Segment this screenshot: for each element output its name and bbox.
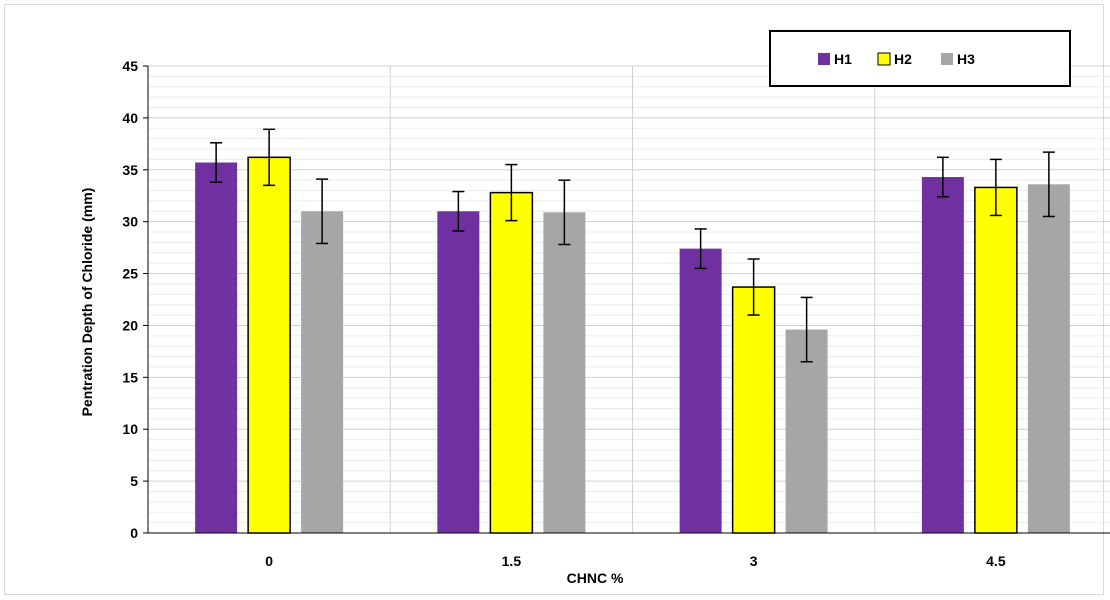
error-bar-h2-1_5 <box>505 163 518 222</box>
bar-h3-3 <box>785 329 828 533</box>
bar-h2-0 <box>247 156 291 534</box>
x-tick-label: 4.5 <box>986 553 1006 569</box>
grid-lines <box>148 65 1110 533</box>
y-tick-label: 0 <box>130 525 138 541</box>
y-tick-label: 45 <box>122 58 138 74</box>
y-tick-label: 25 <box>122 266 138 282</box>
legend-swatch-h1 <box>818 53 830 65</box>
legend: H1 H2 H3 <box>769 30 1071 87</box>
bar-h2-4_5 <box>974 186 1018 534</box>
y-tick-label: 30 <box>122 214 138 230</box>
error-bar-h3-1_5 <box>558 179 571 246</box>
legend-swatch-h2 <box>877 52 891 66</box>
error-bars <box>210 128 1055 363</box>
x-tick-label: 1.5 <box>502 553 522 569</box>
error-bar-h1-0 <box>210 142 223 183</box>
y-axis-title: Pentration Depth of Chloride (mm) <box>79 188 95 417</box>
y-tick-label: 15 <box>122 369 138 385</box>
error-bar-h3-0 <box>316 178 329 245</box>
error-bar-h1-4_5 <box>936 156 949 198</box>
legend-label-h2: H2 <box>894 51 912 67</box>
x-axis-title: CHNC % <box>567 570 624 586</box>
bar-h1-4_5 <box>921 177 964 533</box>
y-tick-label: 35 <box>122 162 138 178</box>
bar-h1-0 <box>195 162 238 533</box>
error-bar-h1-3 <box>694 228 707 270</box>
legend-label-h3: H3 <box>957 51 975 67</box>
y-tick-label: 20 <box>122 317 138 333</box>
y-tick-label: 5 <box>130 473 138 489</box>
bar-h3-1_5 <box>543 212 586 533</box>
bar-h1-3 <box>679 248 722 533</box>
bar-h2-1_5 <box>489 191 534 534</box>
bar-h3-4_5 <box>1027 184 1070 533</box>
legend-label-h1: H1 <box>834 51 852 67</box>
y-tick-label: 40 <box>122 110 138 126</box>
x-tick-label: 3 <box>750 553 758 569</box>
bars <box>195 156 1070 534</box>
error-bar-h2-3 <box>747 258 760 316</box>
error-bar-h3-3 <box>800 296 813 363</box>
bar-h1-1_5 <box>437 211 480 534</box>
bar-h3-0 <box>301 211 344 534</box>
error-bar-h3-4_5 <box>1042 151 1055 218</box>
error-bar-h2-4_5 <box>989 158 1002 217</box>
error-bar-h2-0 <box>263 128 276 187</box>
error-bar-h1-1_5 <box>452 190 465 232</box>
bar-h2-3 <box>731 286 776 534</box>
x-tick-label: 0 <box>265 553 273 569</box>
legend-box <box>769 30 1071 87</box>
axes: 0 5 10 15 20 25 30 35 40 45 0 1.5 3 4.5 <box>122 58 1110 569</box>
legend-swatch-h3 <box>941 53 953 65</box>
y-tick-label: 10 <box>122 421 138 437</box>
